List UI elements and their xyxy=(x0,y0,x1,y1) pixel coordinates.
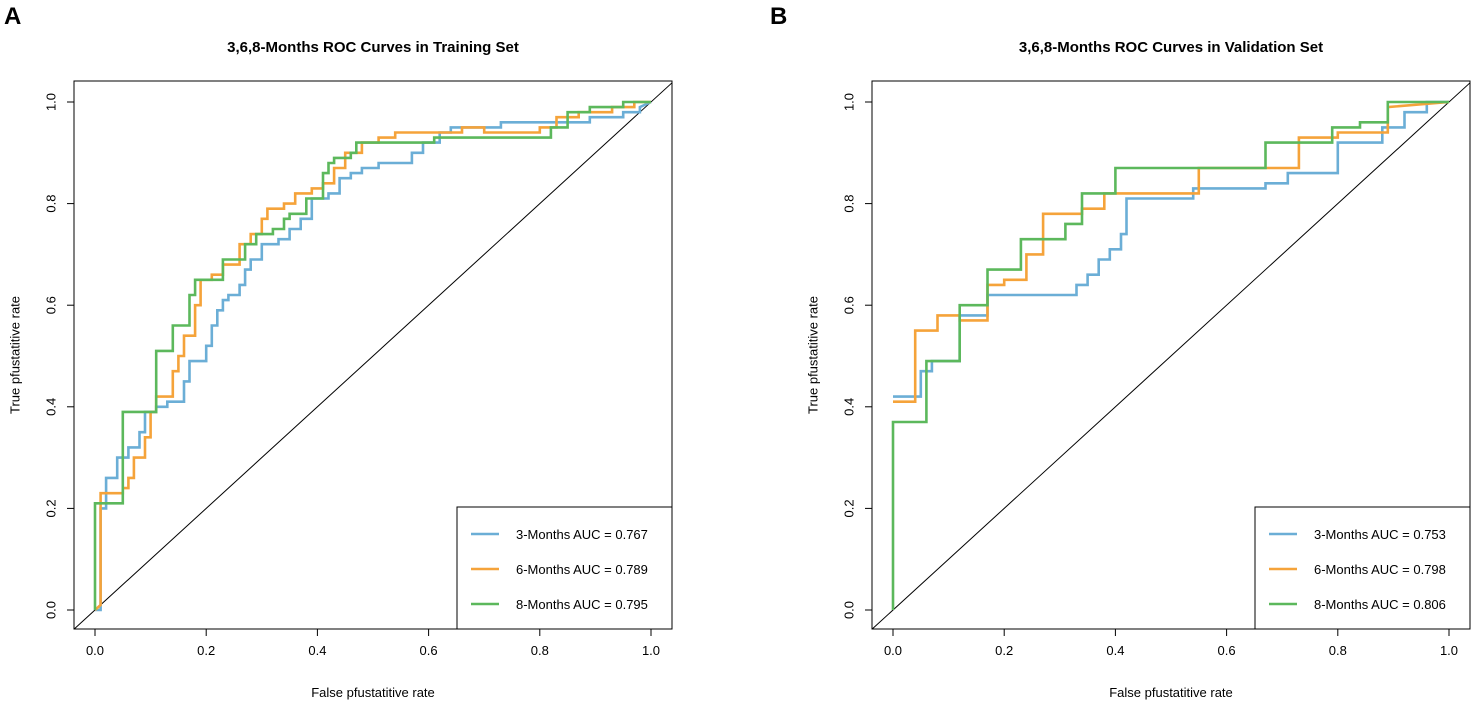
y-axis-label: True pfustatitive rate xyxy=(7,296,22,414)
x-tick-label: 0.8 xyxy=(1329,643,1347,658)
roc-curve-6-months xyxy=(893,100,1450,403)
x-tick-label: 0.6 xyxy=(420,643,438,658)
y-axis-label: True pfustatitive rate xyxy=(805,296,820,414)
y-tick-label: 0.6 xyxy=(841,296,856,314)
x-tick-label: 0.6 xyxy=(1218,643,1236,658)
legend-label-3-months: 3-Months AUC = 0.753 xyxy=(1314,527,1446,542)
x-tick-label: 0.0 xyxy=(884,643,902,658)
diagonal-reference-line xyxy=(73,82,673,630)
roc-curve-6-months xyxy=(94,100,651,611)
panel-a: A 3,6,8-Months ROC Curves in Training Set… xyxy=(4,3,673,700)
y-tick-label: 0.0 xyxy=(43,601,58,619)
x-tick-label: 0.2 xyxy=(995,643,1013,658)
panel-letter: A xyxy=(4,3,21,30)
x-tick-label: 0.4 xyxy=(308,643,326,658)
legend-label-8-months: 8-Months AUC = 0.795 xyxy=(516,597,648,612)
x-tick-label: 0.8 xyxy=(531,643,549,658)
x-tick-label: 1.0 xyxy=(1440,643,1458,658)
x-tick-label: 0.0 xyxy=(86,643,104,658)
y-tick-label: 0.0 xyxy=(841,601,856,619)
y-tick-label: 0.4 xyxy=(43,398,58,416)
legend: 3-Months AUC = 0.753 6-Months AUC = 0.798… xyxy=(1254,506,1471,630)
chart-title: 3,6,8-Months ROC Curves in Training Set xyxy=(227,39,519,56)
legend: 3-Months AUC = 0.767 6-Months AUC = 0.789… xyxy=(456,506,673,630)
y-tick-label: 0.2 xyxy=(841,499,856,517)
roc-curve-8-months xyxy=(93,100,651,610)
x-tick-label: 0.2 xyxy=(197,643,215,658)
x-tick-label: 1.0 xyxy=(642,643,660,658)
legend-label-6-months: 6-Months AUC = 0.789 xyxy=(516,562,648,577)
chart-title: 3,6,8-Months ROC Curves in Validation Se… xyxy=(1019,39,1323,56)
panel-letter: B xyxy=(770,3,787,30)
legend-label-6-months: 6-Months AUC = 0.798 xyxy=(1314,562,1446,577)
y-tick-label: 1.0 xyxy=(841,93,856,111)
y-tick-label: 0.6 xyxy=(43,296,58,314)
x-tick-label: 0.4 xyxy=(1106,643,1124,658)
legend-label-8-months: 8-Months AUC = 0.806 xyxy=(1314,597,1446,612)
diagonal-reference-line xyxy=(871,82,1471,630)
legend-label-3-months: 3-Months AUC = 0.767 xyxy=(516,527,648,542)
x-axis-label: False pfustatitive rate xyxy=(311,685,435,700)
roc-curve-8-months xyxy=(891,100,1449,610)
panel-b: B 3,6,8-Months ROC Curves in Validation S… xyxy=(770,3,1471,700)
x-axis-label: False pfustatitive rate xyxy=(1109,685,1233,700)
y-tick-label: 0.8 xyxy=(841,195,856,213)
y-tick-label: 0.4 xyxy=(841,398,856,416)
y-tick-label: 1.0 xyxy=(43,93,58,111)
y-tick-label: 0.2 xyxy=(43,499,58,517)
y-tick-label: 0.8 xyxy=(43,195,58,213)
roc-curve-3-months xyxy=(893,100,1449,398)
